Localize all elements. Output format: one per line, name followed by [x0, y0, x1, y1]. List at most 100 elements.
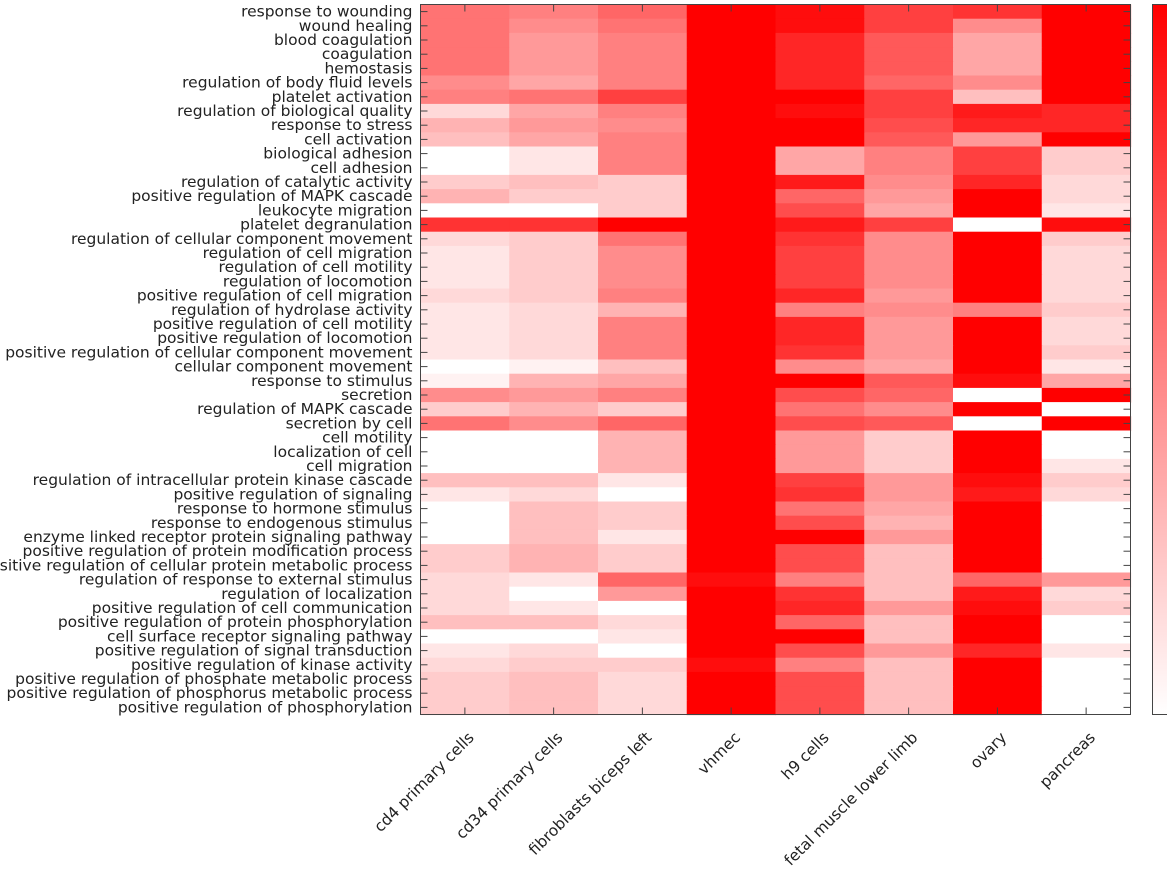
- heatmap-cell: [509, 643, 599, 659]
- heatmap-cell: [953, 487, 1043, 503]
- heatmap-cell: [775, 430, 865, 446]
- heatmap-cell: [420, 189, 510, 204]
- heatmap-cell: [686, 89, 777, 105]
- heatmap-cell: [598, 316, 688, 332]
- heatmap-cell: [864, 686, 954, 701]
- heatmap-cell: [598, 217, 688, 233]
- row-label: positive regulation of signaling: [173, 485, 412, 503]
- heatmap-cell: [686, 473, 777, 488]
- heatmap-cell: [1041, 458, 1132, 474]
- heatmap-cell: [420, 430, 510, 446]
- heatmap-cell: [1041, 61, 1132, 77]
- heatmap-cell: [1041, 558, 1132, 574]
- heatmap-cell: [598, 174, 688, 190]
- heatmap-cell: [420, 501, 510, 517]
- column-label: vhmec: [694, 729, 744, 779]
- row-label: positive regulation of locomotion: [157, 329, 412, 347]
- row-label: cellular component movement: [174, 358, 412, 376]
- heatmap-cell: [864, 274, 954, 290]
- heatmap-cell: [420, 416, 510, 432]
- heatmap-cell: [775, 118, 865, 133]
- heatmap-cell: [953, 316, 1043, 332]
- row-label: regulation of locomotion: [223, 272, 413, 290]
- heatmap-cell: [864, 316, 954, 332]
- heatmap-cell: [953, 274, 1043, 290]
- row-label: biological adhesion: [263, 145, 412, 163]
- heatmap-cell: [775, 203, 865, 219]
- heatmap-cell: [953, 189, 1043, 204]
- heatmap-cell: [420, 47, 510, 62]
- heatmap-cell: [953, 600, 1043, 616]
- heatmap-cell: [420, 345, 510, 361]
- heatmap-cell: [598, 61, 688, 77]
- heatmap-cell: [598, 203, 688, 219]
- heatmap-cell: [775, 643, 865, 659]
- row-label: positive regulation of signal transducti…: [95, 642, 413, 660]
- heatmap-cell: [864, 473, 954, 488]
- row-label: response to stimulus: [251, 372, 412, 390]
- row-label: leukocyte migration: [258, 201, 413, 219]
- heatmap-cell: [953, 75, 1043, 91]
- heatmap-cell: [1041, 487, 1132, 503]
- heatmap-cell: [864, 359, 954, 375]
- heatmap-cell: [686, 430, 777, 446]
- heatmap-cell: [598, 686, 688, 701]
- heatmap-cell: [864, 203, 954, 219]
- heatmap-cell: [775, 359, 865, 375]
- heatmap-cell: [509, 373, 599, 389]
- heatmap-cell: [1041, 657, 1132, 673]
- heatmap-cell: [509, 118, 599, 133]
- heatmap-cell: [598, 4, 688, 20]
- heatmap-cell: [598, 160, 688, 176]
- row-label: response to endogenous stimulus: [151, 514, 413, 532]
- heatmap-cell: [509, 544, 599, 559]
- heatmap-cell: [509, 600, 599, 616]
- heatmap-cell: [775, 416, 865, 432]
- heatmap-cell: [953, 345, 1043, 361]
- heatmap-cell: [1041, 473, 1132, 488]
- heatmap-cell: [1041, 103, 1132, 119]
- row-label: cell motility: [322, 429, 412, 447]
- row-label: regulation of cellular component movemen…: [71, 230, 413, 248]
- heatmap-cell: [864, 331, 954, 346]
- heatmap-cell: [864, 217, 954, 233]
- heatmap-cell: [864, 32, 954, 48]
- heatmap-cell: [775, 260, 865, 275]
- heatmap-cell: [864, 444, 954, 460]
- heatmap-cell: [598, 458, 688, 474]
- heatmap-cell: [953, 473, 1043, 488]
- heatmap-cell: [420, 132, 510, 148]
- heatmap-cell: [598, 373, 688, 389]
- heatmap-cell: [775, 302, 865, 318]
- row-label: positive regulation of cellular componen…: [5, 343, 412, 361]
- heatmap-cell: [1041, 18, 1132, 34]
- heatmap-cell: [1041, 302, 1132, 318]
- heatmap-cell: [953, 32, 1043, 48]
- heatmap-cell: [953, 89, 1043, 105]
- heatmap-cell: [598, 544, 688, 559]
- heatmap-cell: [686, 345, 777, 361]
- row-label: positive regulation of cellular protein …: [0, 556, 413, 574]
- row-label: response to hormone stimulus: [177, 500, 413, 518]
- heatmap-cell: [1041, 501, 1132, 517]
- heatmap-cell: [598, 671, 688, 687]
- heatmap-cell: [509, 75, 599, 91]
- row-label: positive regulation of phosphorylation: [118, 698, 413, 716]
- heatmap-cell: [775, 657, 865, 673]
- heatmap-cell: [775, 89, 865, 105]
- heatmap-cell: [420, 558, 510, 574]
- heatmap-cell: [775, 217, 865, 233]
- heatmap-cell: [953, 118, 1043, 133]
- heatmap-cell: [775, 316, 865, 332]
- heatmap-cell: [686, 558, 777, 574]
- heatmap-cell: [953, 629, 1043, 645]
- heatmap-cells: [420, 4, 1132, 716]
- heatmap-cell: [864, 89, 954, 105]
- heatmap-cell: [953, 444, 1043, 460]
- heatmap-cell: [420, 89, 510, 105]
- heatmap-cell: [509, 430, 599, 446]
- heatmap-cell: [509, 231, 599, 247]
- heatmap-cell: [598, 231, 688, 247]
- heatmap-cell: [864, 558, 954, 574]
- row-label: positive regulation of protein modificat…: [23, 542, 413, 560]
